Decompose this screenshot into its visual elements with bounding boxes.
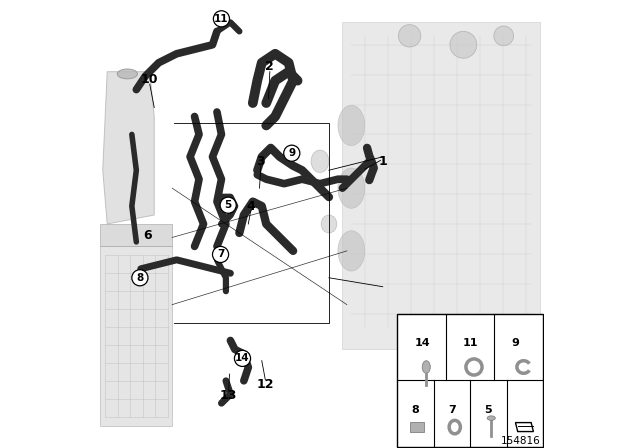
Circle shape (398, 25, 421, 47)
Text: 7: 7 (448, 405, 456, 415)
Text: 13: 13 (220, 389, 237, 402)
Text: 3: 3 (257, 155, 265, 168)
Text: 8: 8 (412, 405, 419, 415)
Circle shape (212, 246, 228, 263)
Text: 7: 7 (217, 250, 224, 259)
Text: 9: 9 (511, 338, 519, 348)
Text: 11: 11 (463, 338, 478, 348)
Circle shape (220, 197, 236, 213)
Circle shape (450, 31, 477, 58)
Ellipse shape (338, 105, 365, 146)
Text: 9: 9 (288, 148, 295, 158)
Text: 8: 8 (136, 273, 143, 283)
Text: 14: 14 (235, 353, 250, 363)
Circle shape (213, 11, 230, 27)
Text: 5: 5 (484, 405, 492, 415)
Text: 12: 12 (257, 378, 274, 391)
FancyBboxPatch shape (397, 314, 543, 447)
Text: 154816: 154816 (501, 436, 541, 446)
Polygon shape (100, 246, 172, 426)
Text: 1: 1 (378, 155, 387, 168)
Circle shape (234, 350, 251, 366)
Ellipse shape (338, 231, 365, 271)
Polygon shape (515, 422, 533, 431)
Ellipse shape (422, 361, 430, 373)
Polygon shape (342, 22, 540, 349)
Circle shape (132, 270, 148, 286)
Text: 2: 2 (266, 60, 274, 73)
Polygon shape (100, 224, 172, 246)
Ellipse shape (311, 150, 329, 172)
Ellipse shape (321, 215, 337, 233)
Text: 11: 11 (214, 14, 228, 24)
Circle shape (494, 26, 513, 46)
Ellipse shape (338, 168, 365, 208)
Polygon shape (410, 422, 424, 432)
Circle shape (284, 145, 300, 161)
Text: 6: 6 (143, 228, 152, 242)
Text: 4: 4 (246, 199, 255, 213)
Polygon shape (103, 72, 154, 224)
Text: 5: 5 (225, 200, 232, 210)
Text: 14: 14 (415, 338, 430, 348)
Text: 10: 10 (141, 73, 159, 86)
Ellipse shape (487, 416, 495, 420)
Ellipse shape (117, 69, 138, 79)
